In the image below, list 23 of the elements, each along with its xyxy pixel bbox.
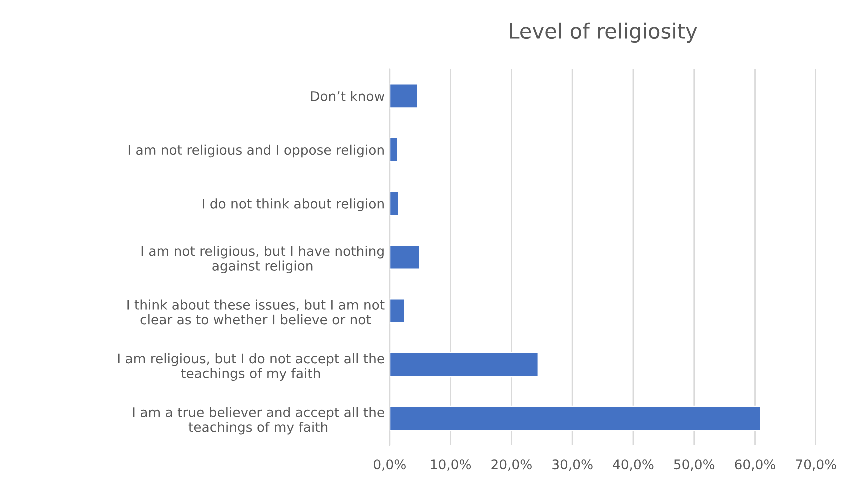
y-tick-label: I am not religious, but I have nothing against religion xyxy=(142,246,384,274)
x-tick-label: 0,0% xyxy=(374,460,406,471)
bar xyxy=(390,298,406,324)
x-tick-label: 70,0% xyxy=(796,460,836,471)
x-tick-label: 30,0% xyxy=(552,460,593,471)
bar xyxy=(390,190,400,216)
y-tick-label: I do not think about religion xyxy=(203,198,384,212)
bar xyxy=(390,83,419,109)
x-tick-label: 40,0% xyxy=(613,460,654,471)
x-tick-label: 10,0% xyxy=(431,460,472,471)
x-tick-label: 50,0% xyxy=(674,460,715,471)
chart-title: Level of religiosity xyxy=(510,22,698,44)
y-tick-label: I am not religious and I oppose religion xyxy=(128,144,384,158)
y-tick-label: Don’t know xyxy=(311,91,385,102)
x-tick-label: 20,0% xyxy=(492,460,532,471)
y-tick-label: I am a true believer and accept all the teachings of my faith xyxy=(133,407,384,435)
y-tick-label: I think about these issues, but I am not clear as to whether I believe or not xyxy=(128,300,385,325)
x-tick-label: 60,0% xyxy=(735,460,776,471)
bar xyxy=(390,244,420,270)
y-tick-label: I am religious, but I do not accept all the teachings of my faith xyxy=(118,353,384,382)
bar xyxy=(390,406,762,432)
bar xyxy=(390,352,540,378)
bar xyxy=(390,137,399,163)
